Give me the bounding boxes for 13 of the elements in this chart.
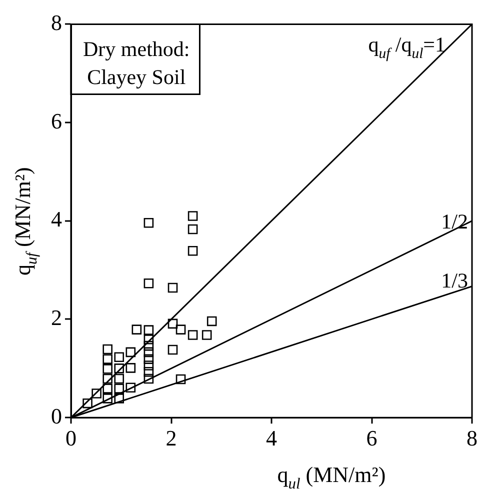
x-tick-label: 4 [266, 426, 277, 451]
y-tick-label: 2 [51, 305, 62, 330]
y-tick-label: 6 [51, 108, 62, 134]
y-axis-title: quf (MN/m²) [10, 167, 41, 276]
series-label: 1/2 [441, 210, 468, 234]
annotation: Dry method: Clayey Soil [83, 37, 190, 90]
x-tick-label: 2 [166, 426, 177, 451]
x-tick-label: 8 [466, 426, 478, 451]
series-label: 1/3 [441, 268, 468, 292]
y-tick-label: 8 [51, 10, 62, 35]
y-tick-label: 0 [51, 403, 62, 428]
x-tick-label: 6 [366, 426, 378, 451]
y-tick-label: 4 [51, 206, 62, 232]
